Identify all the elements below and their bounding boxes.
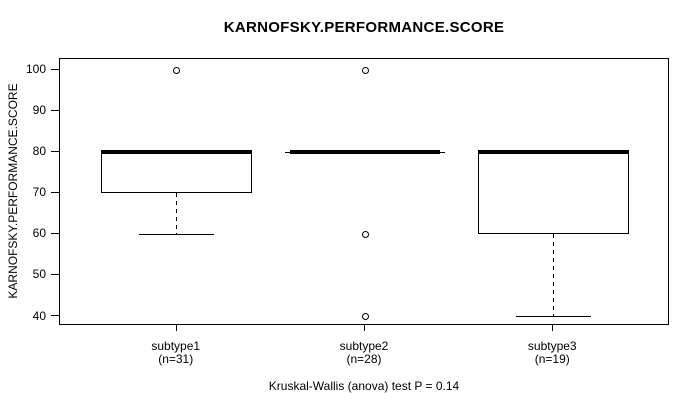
group-name: subtype2 xyxy=(339,339,389,353)
lower-whisker-cap xyxy=(515,316,591,318)
group-n: (n=31) xyxy=(158,352,194,366)
outlier-point xyxy=(361,313,369,321)
group-n: (n=28) xyxy=(346,352,382,366)
group-label: subtype3 (n=19) xyxy=(482,340,622,366)
x-tick-mark xyxy=(552,325,554,331)
stat-test-caption: Kruskal-Wallis (anova) test P = 0.14 xyxy=(268,379,460,393)
box xyxy=(101,152,253,194)
lower-whisker xyxy=(552,234,554,317)
y-tick-label: 50 xyxy=(32,267,46,282)
y-tick-label: 90 xyxy=(32,103,46,118)
group-n: (n=19) xyxy=(534,352,570,366)
y-tick-mark xyxy=(51,232,59,234)
group-label: subtype2 (n=28) xyxy=(294,340,434,366)
chart-title: KARNOFSKY.PERFORMANCE.SCORE xyxy=(223,19,505,36)
y-tick-label: 100 xyxy=(25,62,46,77)
y-tick-mark xyxy=(51,315,59,317)
y-tick-mark xyxy=(51,150,59,152)
median-line xyxy=(477,150,629,155)
outlier-point xyxy=(173,66,181,74)
y-tick-label: 80 xyxy=(32,144,46,159)
y-tick-label: 60 xyxy=(32,226,46,241)
y-tick-label: 70 xyxy=(32,185,46,200)
plot-area xyxy=(59,58,669,325)
y-tick-mark xyxy=(51,109,59,111)
y-tick-label: 40 xyxy=(32,308,46,323)
box xyxy=(477,152,629,235)
y-tick-mark xyxy=(51,191,59,193)
outlier-point xyxy=(361,230,369,238)
median-line xyxy=(289,150,441,155)
lower-whisker xyxy=(176,193,178,235)
median-line xyxy=(101,150,253,155)
x-tick-mark xyxy=(364,325,365,331)
group-name: subtype3 xyxy=(527,339,577,353)
lower-whisker-cap xyxy=(139,233,215,235)
group-label: subtype1 (n=31) xyxy=(106,340,246,366)
y-tick-mark xyxy=(51,68,59,70)
x-tick-mark xyxy=(175,325,177,331)
y-tick-mark xyxy=(51,273,59,275)
outlier-point xyxy=(361,66,369,74)
group-name: subtype1 xyxy=(151,339,201,353)
